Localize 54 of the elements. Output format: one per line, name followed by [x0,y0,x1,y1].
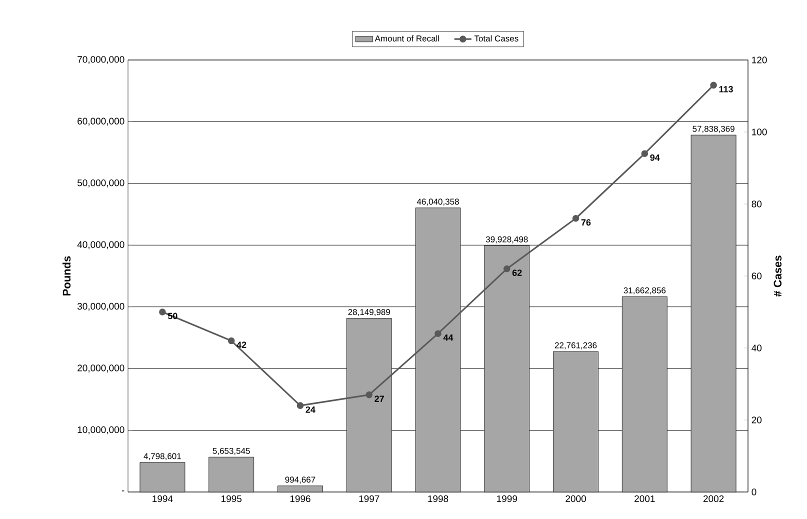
x-tick-label: 1999 [497,495,517,502]
data-label: 22,761,236 [554,342,597,350]
data-label: 39,928,498 [486,236,528,244]
y2-tick-label: 20 [752,416,762,424]
legend-label: Amount of Recall [374,35,439,42]
x-tick-label: 1996 [290,495,310,502]
y2-tick-label: 40 [752,344,762,352]
point [710,82,717,89]
data-label: 62 [512,270,522,276]
y-tick-label: 10,000,000 [78,426,124,434]
data-label: 994,667 [285,476,316,484]
data-label: 4,798,601 [144,453,181,460]
data-label: 94 [650,154,660,161]
y-tick-label: 50,000,000 [77,179,124,188]
y-tick-label: 40,000,000 [77,241,124,250]
data-label: 76 [581,219,591,226]
data-label: 46,040,358 [416,198,459,206]
x-tick-label: 2002 [703,495,724,502]
y-tick-label: 70,000,000 [78,56,124,64]
y-tick-label: - [122,490,124,492]
data-label: 27 [374,396,384,402]
data-label: 28,149,989 [348,309,390,316]
point [296,402,304,409]
point [641,150,648,157]
data-label: 44 [443,334,454,341]
x-tick-label: 1995 [221,495,242,502]
x-tick-label: 2001 [634,495,655,502]
point [572,214,580,222]
x-tick-label: 1998 [428,495,448,502]
data-label: 57,838,369 [692,126,734,133]
point [503,265,510,272]
data-label: 5,653,545 [212,448,250,455]
y2-tick-label: 120 [752,56,767,64]
y2-tick-label: 100 [752,128,767,136]
y-tick-label: 20,000,000 [78,364,124,372]
data-label: 42 [236,342,246,348]
point [434,330,442,337]
y-axis-title: Pounds [62,256,71,296]
data-label: 113 [719,86,733,92]
data-label: 31,662,856 [624,287,666,294]
y2-axis-title: # Cases [774,256,782,297]
x-tick-label: 1994 [152,495,173,502]
y2-tick-label: 60 [752,272,762,280]
y2-tick-label: 80 [752,200,762,208]
point [159,308,166,316]
x-tick-label: 1997 [359,495,380,502]
x-tick-label: 2000 [566,495,586,502]
data-label: 24 [306,406,316,413]
y2-tick-label: 0 [752,488,756,496]
legend-label: Total Cases [474,35,518,42]
point [228,337,235,344]
y-tick-label: 60,000,000 [78,118,124,126]
y-tick-label: 30,000,000 [77,302,124,311]
point [366,391,373,398]
